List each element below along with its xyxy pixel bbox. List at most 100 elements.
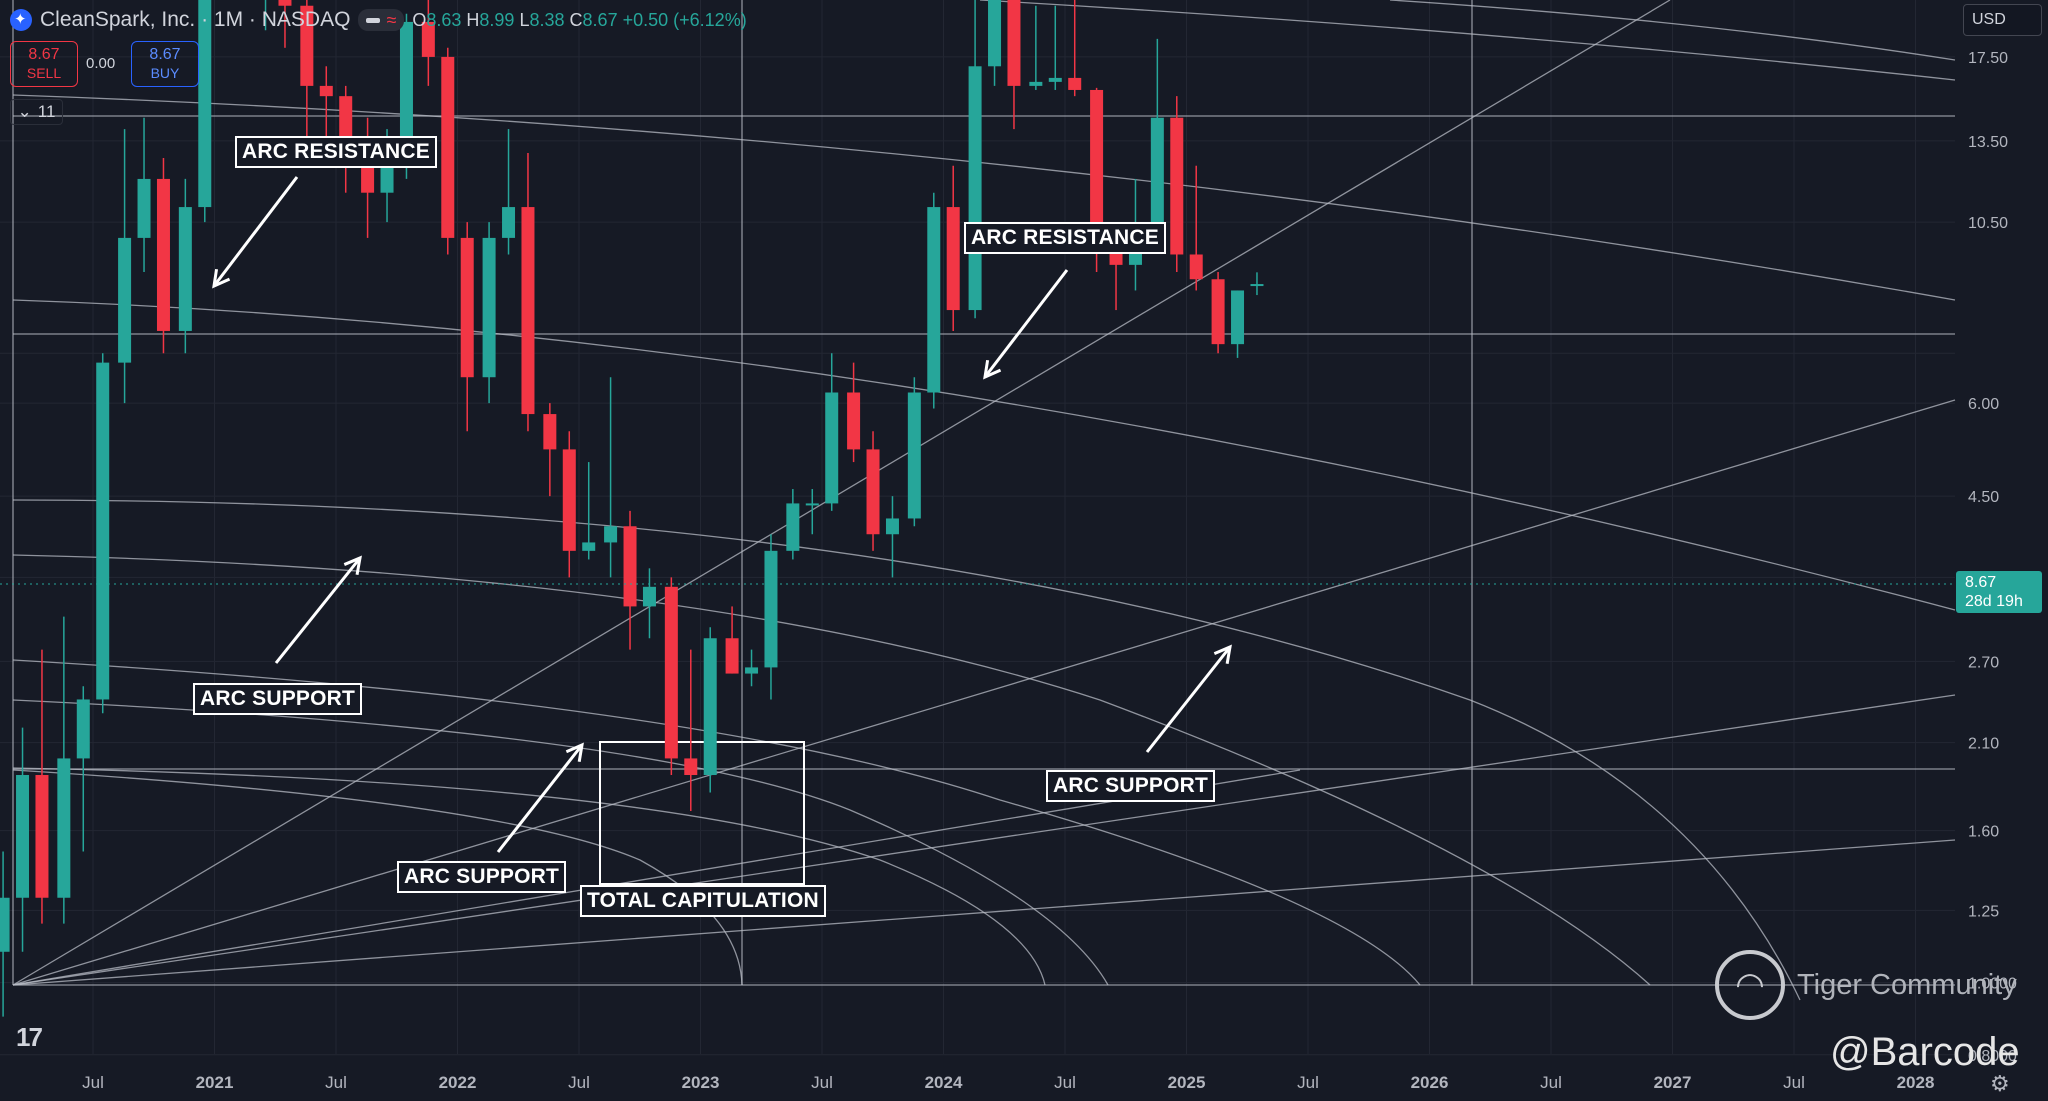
candle-body bbox=[137, 178, 151, 238]
candle-body bbox=[805, 503, 819, 506]
candle[interactable] bbox=[1048, 5, 1062, 90]
tradingview-logo-icon: 17 bbox=[16, 1022, 43, 1052]
candle[interactable] bbox=[57, 616, 71, 924]
candle[interactable] bbox=[825, 353, 839, 511]
candle[interactable] bbox=[786, 489, 800, 560]
candle[interactable] bbox=[907, 377, 921, 527]
time-tick-label: 2027 bbox=[1654, 1073, 1692, 1092]
time-tick-label: Jul bbox=[568, 1073, 590, 1092]
annotation-arrow-line bbox=[983, 269, 1069, 378]
candle[interactable] bbox=[847, 362, 861, 463]
symbol-title[interactable]: CleanSpark, Inc. · 1M · NASDAQ bbox=[40, 8, 351, 31]
candle[interactable] bbox=[927, 192, 941, 409]
candle-body bbox=[178, 207, 192, 331]
candle[interactable] bbox=[1189, 165, 1203, 291]
candle[interactable] bbox=[703, 627, 717, 793]
candle[interactable] bbox=[502, 129, 516, 255]
candle-body bbox=[96, 362, 110, 700]
candle-body bbox=[885, 518, 899, 535]
ohlc-close-key: C bbox=[569, 9, 583, 30]
candle[interactable] bbox=[178, 178, 192, 354]
candle[interactable] bbox=[642, 568, 656, 639]
candle[interactable] bbox=[118, 129, 132, 404]
candle[interactable] bbox=[156, 158, 170, 354]
candle[interactable] bbox=[421, 0, 435, 86]
candle[interactable] bbox=[764, 534, 778, 700]
candle-body bbox=[1211, 279, 1225, 345]
candle-body bbox=[623, 526, 637, 607]
candle[interactable] bbox=[866, 431, 880, 551]
tiger-logo-icon: ◠ bbox=[1715, 950, 1785, 1020]
candle[interactable] bbox=[684, 649, 698, 811]
indicators-collapse-button[interactable]: ⌄ 11 bbox=[10, 99, 63, 125]
candle[interactable] bbox=[198, 0, 212, 223]
chart-header: CleanSpark, Inc. · 1M · NASDAQ ≈ O8.63 H… bbox=[10, 6, 747, 34]
candle[interactable] bbox=[259, 0, 272, 31]
candle[interactable] bbox=[96, 353, 110, 714]
candle[interactable] bbox=[725, 606, 739, 674]
gann-fan-line bbox=[12, 399, 1956, 986]
candle[interactable] bbox=[137, 117, 151, 272]
candle[interactable] bbox=[521, 153, 535, 432]
candle-body bbox=[300, 5, 314, 86]
candle[interactable] bbox=[582, 462, 596, 560]
price-tick-label: 17.50 bbox=[1968, 50, 2008, 67]
candle[interactable] bbox=[623, 510, 637, 650]
time-tick-label: Jul bbox=[1297, 1073, 1319, 1092]
price-tick-label: 10.50 bbox=[1968, 215, 2008, 232]
candle[interactable] bbox=[1007, 0, 1021, 130]
candle[interactable] bbox=[543, 403, 557, 497]
annotation-arc-resistance-1: ARC RESISTANCE bbox=[235, 136, 437, 168]
candle[interactable] bbox=[562, 431, 576, 578]
time-tick-label: Jul bbox=[325, 1073, 347, 1092]
buy-button[interactable]: 8.67 BUY bbox=[131, 41, 199, 87]
visibility-toggle[interactable]: ≈ bbox=[358, 9, 405, 31]
candle[interactable] bbox=[604, 377, 618, 578]
candle[interactable] bbox=[1250, 272, 1264, 296]
candle[interactable] bbox=[885, 496, 899, 578]
candle[interactable] bbox=[946, 165, 960, 331]
annotation-arrowhead bbox=[1213, 644, 1232, 665]
ohlc-low: 8.38 bbox=[529, 9, 565, 30]
buy-price: 8.67 bbox=[149, 46, 181, 63]
sell-price: 8.67 bbox=[28, 46, 60, 63]
candle[interactable] bbox=[1029, 5, 1043, 90]
candle[interactable] bbox=[1211, 271, 1225, 354]
time-axis[interactable]: Jul 2021 Jul 2022 Jul 2023 Jul 2024 Jul 2025 Jul 20… bbox=[82, 1073, 1934, 1092]
candle[interactable] bbox=[1150, 38, 1164, 238]
candle[interactable] bbox=[441, 47, 455, 255]
time-tick-label: Jul bbox=[1540, 1073, 1562, 1092]
candle[interactable] bbox=[35, 649, 49, 924]
settings-gear-icon[interactable]: ⚙ bbox=[1990, 1071, 2010, 1096]
candle[interactable] bbox=[0, 851, 10, 1017]
candle[interactable] bbox=[1231, 290, 1245, 358]
annotation-arrow-line bbox=[1145, 646, 1232, 753]
sell-button[interactable]: 8.67 SELL bbox=[10, 41, 78, 87]
candle[interactable] bbox=[745, 649, 759, 687]
gann-arc bbox=[12, 699, 1109, 986]
candle[interactable] bbox=[278, 0, 292, 48]
ohlc-open: 8.63 bbox=[426, 9, 462, 30]
candle[interactable] bbox=[76, 686, 90, 852]
time-tick-label: Jul bbox=[1054, 1073, 1076, 1092]
candle[interactable] bbox=[16, 727, 30, 952]
candle[interactable] bbox=[460, 222, 474, 432]
candle[interactable] bbox=[1068, 0, 1082, 97]
price-tick-label: 0.8000 bbox=[1968, 1048, 2017, 1065]
candle[interactable] bbox=[1170, 96, 1184, 272]
ohlc-change: +0.50 (+6.12%) bbox=[622, 9, 747, 30]
candle[interactable] bbox=[664, 577, 678, 776]
candle-body bbox=[361, 165, 375, 193]
candlesticks[interactable] bbox=[0, 0, 1264, 1017]
time-tick-label: 2026 bbox=[1411, 1073, 1449, 1092]
price-tick-label: 4.50 bbox=[1968, 489, 1999, 506]
candle[interactable] bbox=[988, 0, 1002, 86]
price-axis[interactable]: 0.80001.00001.251.602.102.703.504.506.00… bbox=[1968, 0, 2017, 1065]
candle[interactable] bbox=[300, 0, 314, 154]
annotation-arc-support-3: ARC SUPPORT bbox=[1046, 770, 1216, 802]
candle[interactable] bbox=[805, 489, 819, 535]
price-tick-label: 2.70 bbox=[1968, 654, 1999, 671]
candle[interactable] bbox=[482, 222, 496, 404]
currency-select[interactable]: USD bbox=[1963, 4, 2042, 36]
